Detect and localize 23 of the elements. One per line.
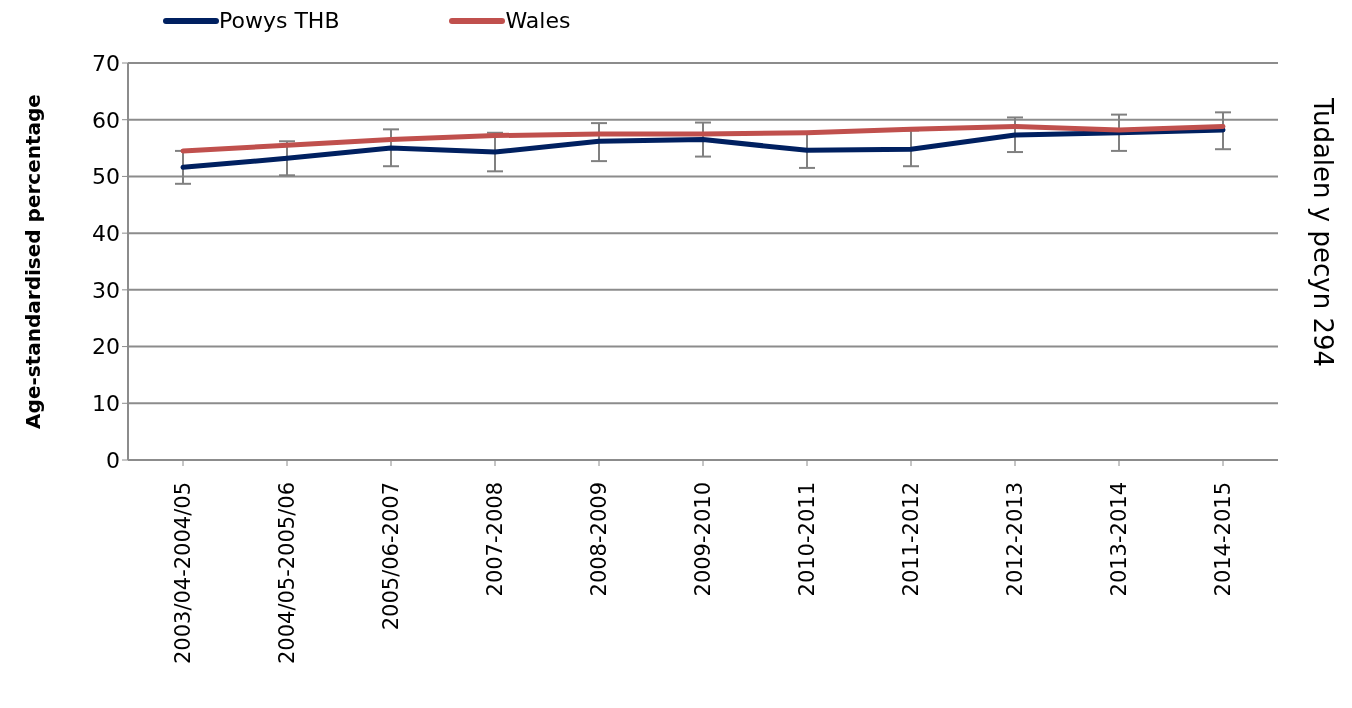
x-tick-label: 2012-2013 [1003,482,1027,597]
x-tick-label: 2003/04-2004/05 [171,482,195,665]
x-tick-label: 2005/06-2007 [379,482,403,631]
x-tick-label: 2010-2011 [795,482,819,597]
x-tick-label: 2013-2014 [1107,482,1131,597]
y-tick-label: 30 [92,277,120,303]
y-tick-label: 20 [92,334,120,360]
y-tick-label: 50 [92,164,120,190]
y-tick-label: 60 [92,107,120,133]
y-tick-label: 70 [92,50,120,76]
legend-label: Wales [505,8,571,33]
x-tick-label: 2007-2008 [483,482,507,597]
y-tick-label: 10 [92,391,120,417]
x-tick-label: 2004/05-2005/06 [275,482,299,665]
y-tick-label: 40 [92,220,120,246]
y-tick-label: 0 [106,447,120,473]
legend-label: Powys THB [219,8,340,33]
text: Tudalen y pecyn 294 [1308,98,1338,368]
x-tick-label: 2011-2012 [899,482,923,597]
x-tick-label: 2009-2010 [691,482,715,597]
y-axis-title: Age-standardised percentage [21,94,46,429]
x-tick-label: 2008-2009 [587,482,611,597]
x-tick-label: 2014-2015 [1211,482,1235,597]
